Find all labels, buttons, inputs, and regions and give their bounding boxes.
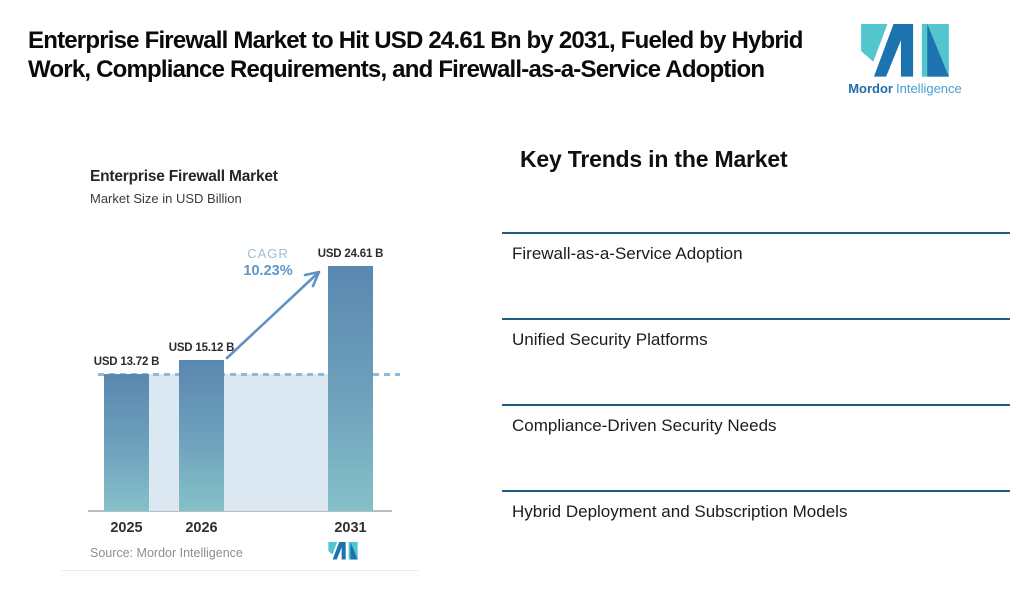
brand-wordmark: Mordor Intelligence	[840, 81, 970, 96]
mordor-logo-icon	[861, 24, 949, 77]
cagr-growth-arrow-icon	[225, 270, 321, 360]
trend-row: Compliance-Driven Security Needs	[502, 404, 1010, 490]
bar-2026: USD 15.12 B 2026	[169, 342, 235, 536]
x-axis-line	[88, 510, 392, 512]
brand-name-light: Intelligence	[896, 81, 962, 96]
bar-value-label: USD 24.61 B	[317, 248, 384, 260]
baseline-dashed-line	[98, 373, 400, 376]
x-axis-tick-label: 2026	[185, 520, 218, 536]
trend-label: Compliance-Driven Security Needs	[512, 416, 777, 435]
chart-subtitle: Market Size in USD Billion	[90, 191, 242, 206]
chart-source-note: Source: Mordor Intelligence	[90, 546, 243, 560]
cagr-annotation: CAGR 10.23%	[230, 246, 306, 279]
bar-2031: USD 24.61 B 2031	[318, 248, 384, 536]
trend-label: Hybrid Deployment and Subscription Model…	[512, 502, 848, 521]
bar-2025: USD 13.72 B 2025	[94, 356, 160, 536]
chart-plot-area: USD 13.72 B 2025 USD 15.12 B 2026 USD 24…	[60, 225, 425, 536]
chart-title: Enterprise Firewall Market	[90, 168, 278, 185]
trend-row: Unified Security Platforms	[502, 318, 1010, 404]
mordor-mini-logo-icon	[328, 542, 358, 560]
trend-list: Firewall-as-a-Service Adoption Unified S…	[502, 232, 1010, 576]
trend-label: Firewall-as-a-Service Adoption	[512, 244, 743, 263]
x-axis-tick-label: 2031	[334, 520, 367, 536]
headline: Enterprise Firewall Market to Hit USD 24…	[28, 27, 803, 84]
market-size-chart: Enterprise Firewall Market Market Size i…	[60, 140, 425, 580]
cagr-value: 10.23%	[243, 263, 293, 279]
cagr-label: CAGR	[247, 246, 289, 261]
card-bottom-divider	[62, 570, 418, 571]
bar-value-label: USD 15.12 B	[168, 342, 235, 354]
brand-name-bold: Mordor	[848, 81, 893, 96]
trend-row: Hybrid Deployment and Subscription Model…	[502, 490, 1010, 576]
trend-label: Unified Security Platforms	[512, 330, 708, 349]
trend-row: Firewall-as-a-Service Adoption	[502, 232, 1010, 318]
mordor-logo: Mordor Intelligence	[840, 24, 970, 96]
key-trends-heading: Key Trends in the Market	[520, 146, 788, 172]
x-axis-tick-label: 2025	[110, 520, 143, 536]
bar-value-label: USD 13.72 B	[93, 356, 160, 368]
